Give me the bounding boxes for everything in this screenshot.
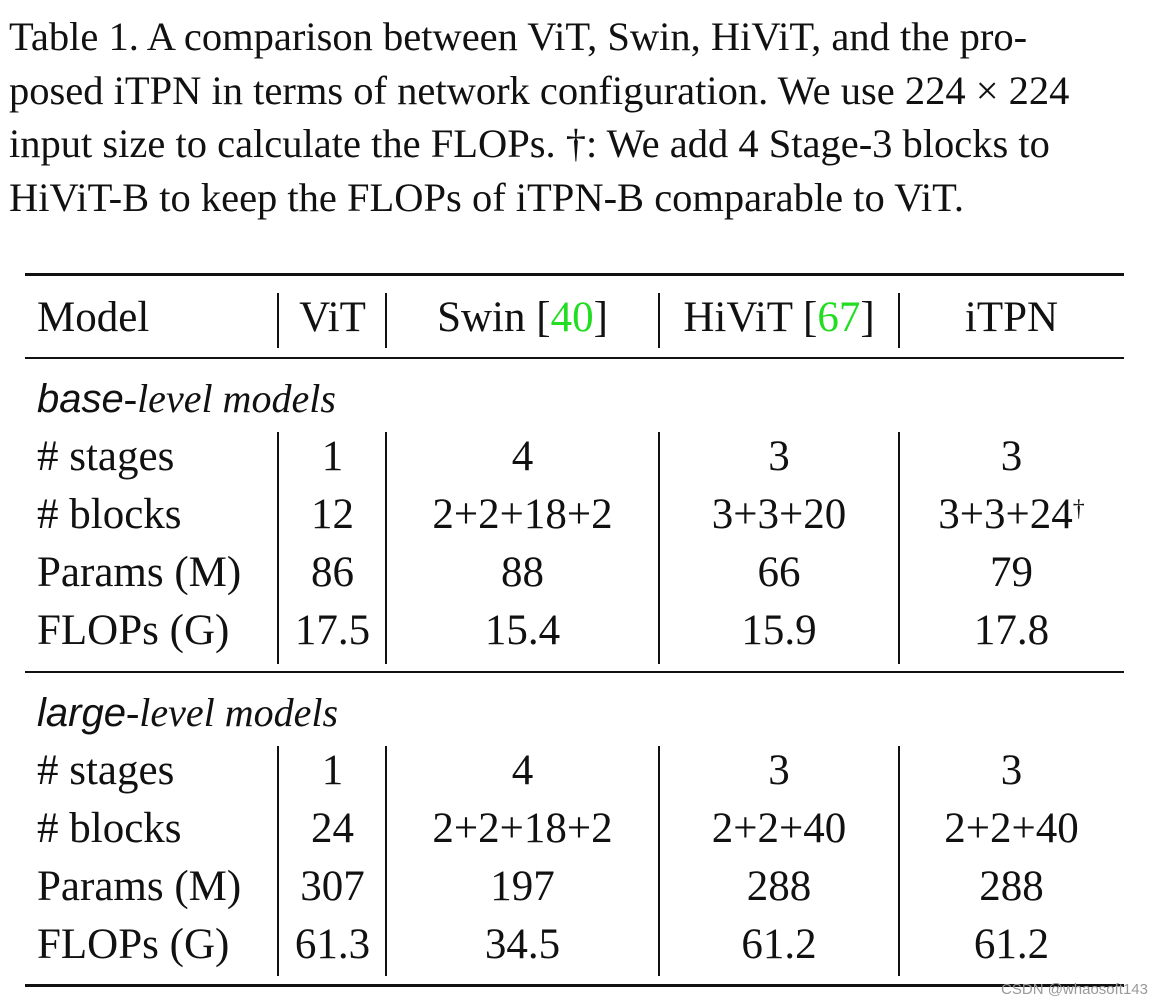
header-divider [277, 293, 279, 348]
header-hivit: HiViT [67] [659, 293, 899, 343]
cell-vit: 86 [311, 549, 354, 596]
caption-line: posed iTPN in terms of network configura… [9, 67, 1070, 113]
bottom-rule [25, 984, 1124, 987]
cell-hivit: 3 [768, 747, 790, 794]
cell-vit: 1 [321, 433, 344, 480]
cell-hivit: 3 [768, 433, 790, 480]
section-rule [25, 671, 1124, 673]
dagger-mark: † [1072, 496, 1085, 522]
cell-itpn: 3+3+24† [899, 490, 1124, 540]
cell-swin: 34.5 [484, 921, 561, 968]
column-divider [658, 746, 660, 976]
column-divider [277, 746, 279, 976]
row-label: FLOPs (G) [37, 921, 230, 968]
header-divider [658, 293, 660, 348]
cell-vit: 307 [300, 863, 365, 910]
cell-vit: 1 [321, 747, 344, 794]
row-label: # stages [37, 747, 175, 794]
section-title-rest: -level models [125, 690, 339, 735]
section-title-sans: base [37, 377, 124, 421]
header-rule [25, 357, 1124, 359]
cell-swin: 2+2+18+2 [432, 491, 613, 538]
cell-swin: 15.4 [484, 607, 561, 654]
row-label: Params (M) [37, 549, 242, 596]
column-divider [898, 746, 900, 976]
cell-hivit: 3+3+20 [711, 491, 847, 538]
cell-hivit: 61.2 [741, 921, 817, 968]
cell-vit: 17.5 [294, 607, 371, 654]
header-hivit-label: HiViT [ [683, 294, 818, 341]
cell-swin: 4 [511, 433, 534, 480]
cell-hivit: 66 [757, 549, 801, 596]
header-itpn: iTPN [964, 294, 1059, 341]
cell-hivit: 288 [746, 863, 812, 910]
cell-itpn: 17.8 [899, 606, 1124, 656]
column-divider [898, 432, 900, 664]
cell-itpn: 3 [1000, 747, 1023, 794]
top-rule [25, 273, 1124, 276]
cell-swin: 2+2+18+2 [432, 805, 613, 852]
row-label: # blocks [37, 491, 182, 538]
header-divider [385, 293, 387, 348]
cell-itpn-value: 17.8 [973, 607, 1050, 654]
header-divider [898, 293, 900, 348]
cell-swin: 197 [490, 863, 555, 910]
section-title-base: base-level models [37, 374, 336, 424]
header-vit: ViT [299, 294, 366, 341]
row-label: Params (M) [37, 863, 242, 910]
section-title-sans: large [37, 691, 126, 735]
cell-hivit: 15.9 [741, 607, 817, 654]
citation-link[interactable]: 67 [817, 294, 861, 341]
header-model: Model [37, 294, 150, 341]
header-swin: Swin [40] [386, 293, 659, 343]
cell-itpn: 2+2+40 [944, 805, 1079, 852]
header-swin-label: Swin [ [437, 294, 551, 341]
watermark: CSDN @whaosoft143 [1001, 981, 1148, 998]
cell-itpn: 288 [979, 863, 1044, 910]
section-title-large: large-level models [37, 688, 338, 738]
cell-swin: 4 [511, 747, 534, 794]
section-title-rest: -level models [123, 376, 336, 421]
cell-swin: 88 [501, 549, 544, 596]
row-label: # blocks [37, 805, 182, 852]
caption-line: Table 1. A comparison between ViT, Swin,… [9, 14, 1028, 59]
row-label: # stages [37, 433, 175, 480]
cell-vit: 24 [311, 805, 354, 852]
table-caption: Table 1. A comparison between ViT, Swin,… [9, 10, 1159, 224]
cell-itpn-value: 79 [990, 549, 1033, 596]
cell-itpn-value: 3+3+24 [938, 491, 1073, 538]
column-divider [385, 432, 387, 664]
column-divider [385, 746, 387, 976]
header-swin-close: ] [593, 294, 608, 341]
caption-line: HiViT-B to keep the FLOPs of iTPN-B comp… [9, 174, 965, 220]
cell-vit: 12 [311, 491, 354, 538]
cell-vit: 61.3 [294, 921, 371, 968]
caption-line: input size to calculate the FLOPs. †: We… [9, 121, 1050, 166]
header-hivit-close: ] [860, 294, 875, 341]
column-divider [658, 432, 660, 664]
cell-itpn: 61.2 [973, 921, 1050, 968]
column-divider [277, 432, 279, 664]
citation-link[interactable]: 40 [550, 294, 594, 341]
cell-itpn: 3 [899, 432, 1124, 482]
row-label: FLOPs (G) [37, 607, 230, 654]
cell-hivit: 2+2+40 [711, 805, 847, 852]
cell-itpn: 79 [899, 548, 1124, 598]
cell-itpn-value: 3 [1000, 433, 1023, 480]
